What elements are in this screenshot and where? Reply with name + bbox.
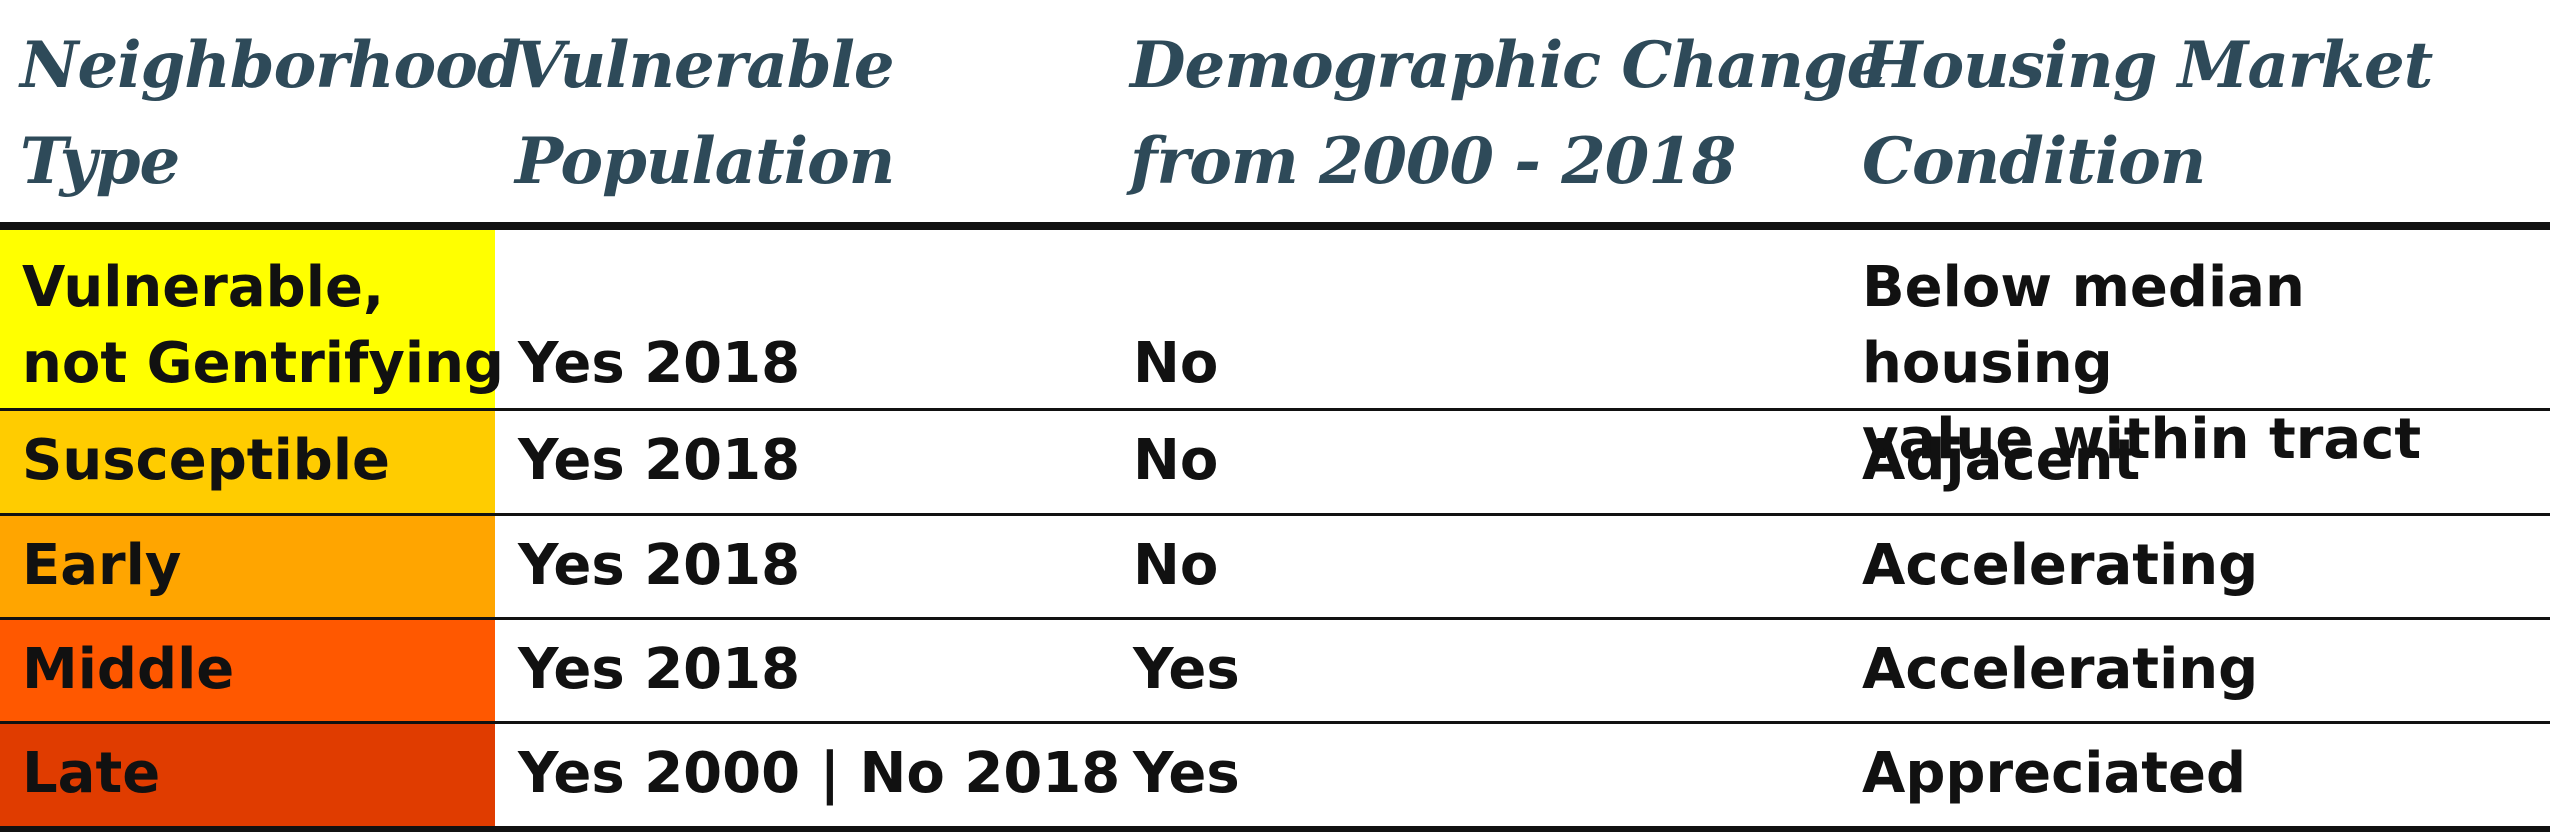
table-row: Vulnerable, not Gentrifying Yes 2018 No … xyxy=(0,230,2550,472)
header-rule xyxy=(0,222,2550,230)
table-row: Susceptible Yes 2018 No Adjacent xyxy=(0,411,2550,513)
demographic-change-value: Yes xyxy=(1133,741,1240,806)
demographic-change-value: No xyxy=(1133,533,1219,598)
type-color-cell xyxy=(0,411,495,513)
header-vulnerable-population: Vulnerable Population xyxy=(515,28,895,199)
housing-market-value: Below median housing value within tract xyxy=(1862,255,2422,472)
header-neighborhood-type: Neighborhood Type xyxy=(20,28,522,199)
housing-market-value: Accelerating xyxy=(1862,533,2259,598)
housing-market-value: Accelerating xyxy=(1862,637,2259,702)
row-divider xyxy=(0,617,2550,620)
demographic-change-value: Yes xyxy=(1133,637,1240,702)
vulnerable-population-value: Yes 2018 xyxy=(518,533,801,598)
table-row: Late Yes 2000 | No 2018 Yes Appreciated xyxy=(0,724,2550,826)
type-color-cell xyxy=(0,230,495,408)
table-row: Early Yes 2018 No Accelerating xyxy=(0,516,2550,617)
neighborhood-type-label: Vulnerable, not Gentrifying xyxy=(22,255,505,396)
neighborhood-type-label: Early xyxy=(22,533,182,598)
row-divider xyxy=(0,513,2550,516)
row-divider xyxy=(0,721,2550,724)
table-header: Neighborhood Type Vulnerable Population … xyxy=(0,0,2550,222)
vulnerable-population-value: Yes 2000 | No 2018 xyxy=(518,741,1121,806)
table-bottom-rule xyxy=(0,826,2550,832)
type-color-cell xyxy=(0,724,495,826)
housing-market-value: Appreciated xyxy=(1862,741,2247,806)
vulnerable-population-value: Yes 2018 xyxy=(518,637,801,702)
neighborhood-type-label: Susceptible xyxy=(22,428,391,493)
demographic-change-value: No xyxy=(1133,428,1219,493)
table-row: Middle Yes 2018 Yes Accelerating xyxy=(0,620,2550,721)
neighborhood-type-label: Middle xyxy=(22,637,235,702)
neighborhood-type-label: Late xyxy=(22,741,161,806)
row-divider xyxy=(0,408,2550,411)
type-color-cell xyxy=(0,516,495,617)
vulnerable-population-value: Yes 2018 xyxy=(518,331,801,396)
housing-market-value: Adjacent xyxy=(1862,428,2141,493)
header-housing-market-condition: Housing Market Condition xyxy=(1862,28,2433,199)
demographic-change-value: No xyxy=(1133,331,1219,396)
vulnerable-population-value: Yes 2018 xyxy=(518,428,801,493)
header-demographic-change: Demographic Change from 2000 - 2018 xyxy=(1130,28,1887,199)
type-color-cell xyxy=(0,620,495,721)
